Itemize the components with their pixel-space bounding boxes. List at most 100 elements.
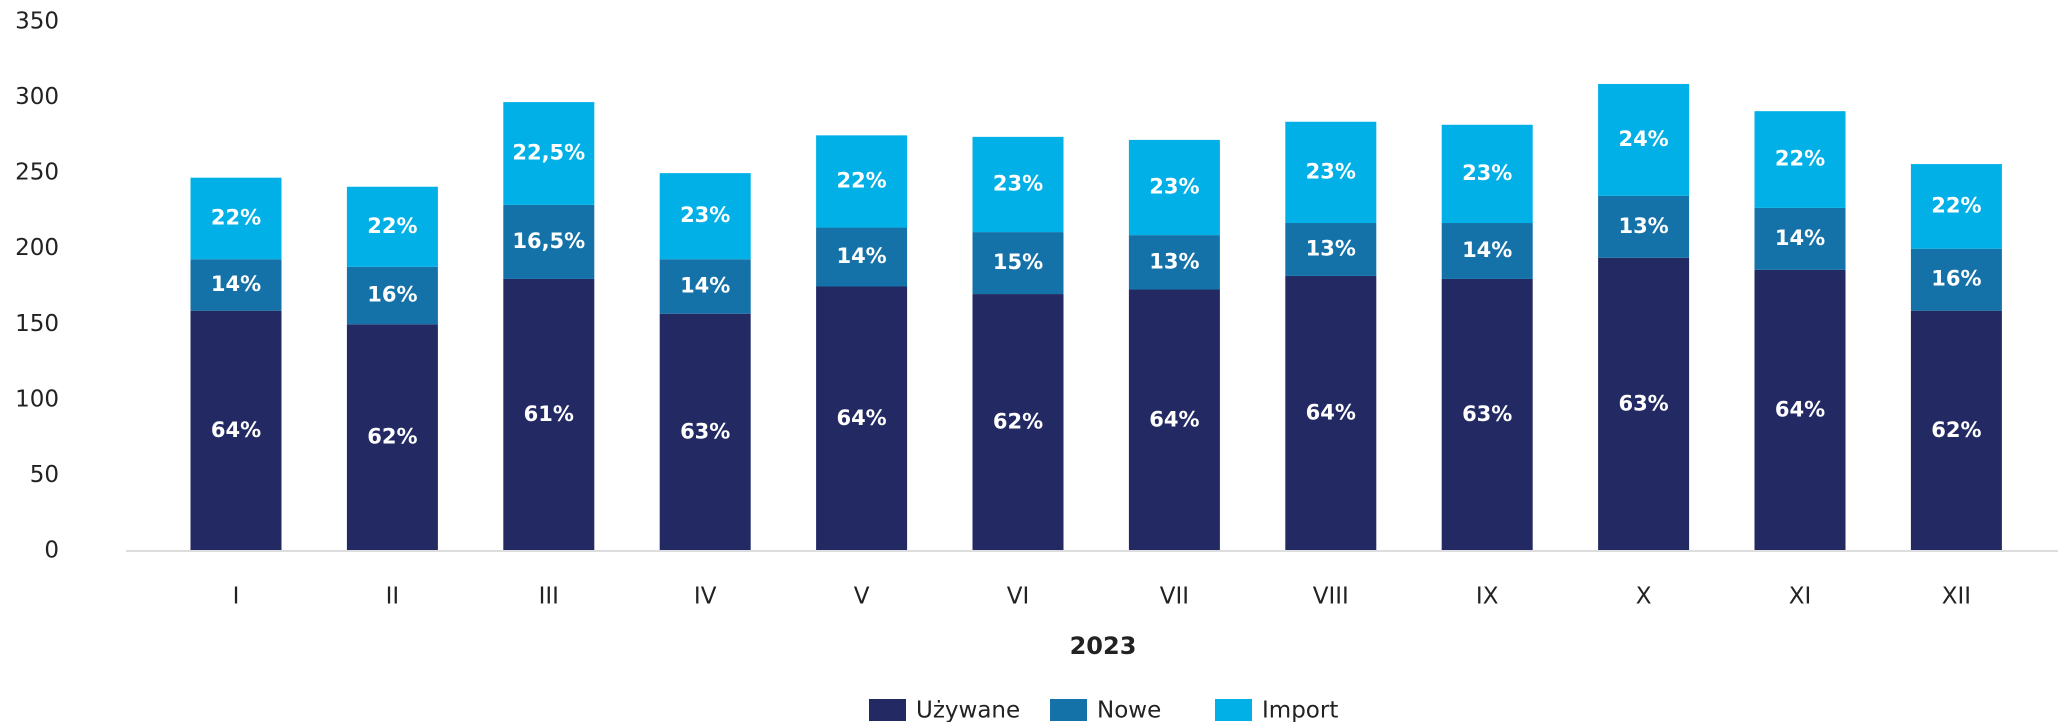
- bar-segment: [972, 136, 1064, 233]
- bar-segment: [659, 173, 751, 260]
- bar-segment: [1910, 310, 2002, 551]
- bar-segment: [1128, 235, 1220, 290]
- y-tick-label: 350: [15, 9, 59, 35]
- data-label: 62%: [993, 410, 1043, 434]
- data-label: 14%: [680, 274, 730, 298]
- bar-segment: [1910, 164, 2002, 249]
- y-tick-label: 300: [15, 84, 59, 110]
- x-tick-label: II: [386, 584, 400, 610]
- bar-segment: [346, 324, 438, 551]
- legend-label: Import: [1262, 698, 1338, 722]
- x-tick-label: I: [233, 584, 240, 610]
- bar-segment: [816, 286, 908, 551]
- legend-swatch: [1050, 699, 1087, 721]
- data-label: 16%: [367, 283, 417, 307]
- bar-segment: [816, 135, 908, 228]
- data-label: 22,5%: [512, 140, 585, 164]
- bar-segment: [346, 266, 438, 325]
- data-label: 14%: [1775, 226, 1825, 250]
- data-label: 24%: [1618, 127, 1668, 151]
- data-label: 14%: [836, 244, 886, 268]
- bar-segment: [1910, 248, 2002, 311]
- data-label: 62%: [1931, 418, 1981, 442]
- y-tick-label: 150: [15, 311, 59, 337]
- x-tick-label: VIII: [1313, 584, 1349, 610]
- y-tick-label: 200: [15, 235, 59, 261]
- bar-segment: [190, 259, 282, 311]
- data-label: 16,5%: [512, 229, 585, 253]
- x-tick-label: X: [1636, 584, 1652, 610]
- x-tick-label: XII: [1942, 584, 1971, 610]
- data-label: 13%: [1618, 214, 1668, 238]
- bar-segment: [972, 232, 1064, 295]
- bar-segment: [1128, 139, 1220, 236]
- data-label: 62%: [367, 425, 417, 449]
- data-label: 63%: [680, 419, 730, 443]
- x-tick-label: IX: [1476, 584, 1499, 610]
- legend-label: Używane: [916, 698, 1020, 722]
- bar-segment: [1441, 223, 1533, 279]
- x-tick-label: XI: [1789, 584, 1812, 610]
- data-label: 64%: [1306, 400, 1356, 424]
- bar-segment: [1441, 278, 1533, 551]
- data-label: 22%: [211, 205, 261, 229]
- data-label: 23%: [993, 171, 1043, 195]
- y-tick-label: 100: [15, 386, 59, 412]
- y-tick-label: 250: [15, 160, 59, 186]
- bar-segment: [1754, 207, 1846, 270]
- data-label: 13%: [1149, 249, 1199, 273]
- data-label: 22%: [1775, 147, 1825, 171]
- bar-segment: [1128, 289, 1220, 551]
- data-label: 23%: [680, 203, 730, 227]
- bar-segment: [1285, 275, 1377, 551]
- legend-swatch: [1215, 699, 1252, 721]
- bar-segment: [659, 259, 751, 314]
- bar-segment: [816, 227, 908, 287]
- y-tick-label: 50: [30, 462, 59, 488]
- bar-segment: [503, 278, 595, 551]
- bar-segment: [346, 186, 438, 267]
- data-label: 23%: [1306, 159, 1356, 183]
- legend-swatch: [869, 699, 906, 721]
- x-axis-title: 2023: [1070, 632, 1137, 660]
- bar-segment: [1754, 111, 1846, 208]
- x-tick-label: VII: [1160, 584, 1189, 610]
- y-tick-label: 0: [44, 538, 59, 564]
- bar-segment: [659, 313, 751, 551]
- data-label: 61%: [524, 402, 574, 426]
- bar-segment: [1754, 269, 1846, 551]
- data-label: 14%: [211, 272, 261, 296]
- data-label: 13%: [1306, 236, 1356, 260]
- bar-segment: [972, 294, 1064, 551]
- data-label: 64%: [1149, 407, 1199, 431]
- data-label: 16%: [1931, 267, 1981, 291]
- bar-segment: [1285, 223, 1377, 276]
- bar-segment: [190, 177, 282, 260]
- x-tick-label: IV: [694, 584, 717, 610]
- bar-segment: [503, 102, 595, 205]
- bar-segment: [1598, 195, 1690, 258]
- x-tick-label: VI: [1007, 584, 1030, 610]
- bar-segment: [1598, 83, 1690, 196]
- bar-segment: [1285, 121, 1377, 224]
- data-label: 64%: [211, 418, 261, 442]
- data-label: 22%: [1931, 193, 1981, 217]
- data-label: 23%: [1149, 175, 1199, 199]
- bar-segment: [190, 310, 282, 551]
- bar-segment: [1441, 124, 1533, 224]
- legend-label: Nowe: [1097, 698, 1161, 722]
- bar-segment: [503, 204, 595, 279]
- x-tick-label: III: [539, 584, 559, 610]
- data-label: 64%: [1775, 397, 1825, 421]
- data-label: 15%: [993, 250, 1043, 274]
- data-label: 14%: [1462, 238, 1512, 262]
- data-label: 23%: [1462, 161, 1512, 185]
- bar-segment: [1598, 257, 1690, 551]
- data-label: 22%: [367, 214, 417, 238]
- data-label: 63%: [1618, 391, 1668, 415]
- data-label: 63%: [1462, 402, 1512, 426]
- data-label: 22%: [836, 168, 886, 192]
- x-tick-label: V: [854, 584, 870, 610]
- data-label: 64%: [836, 406, 886, 430]
